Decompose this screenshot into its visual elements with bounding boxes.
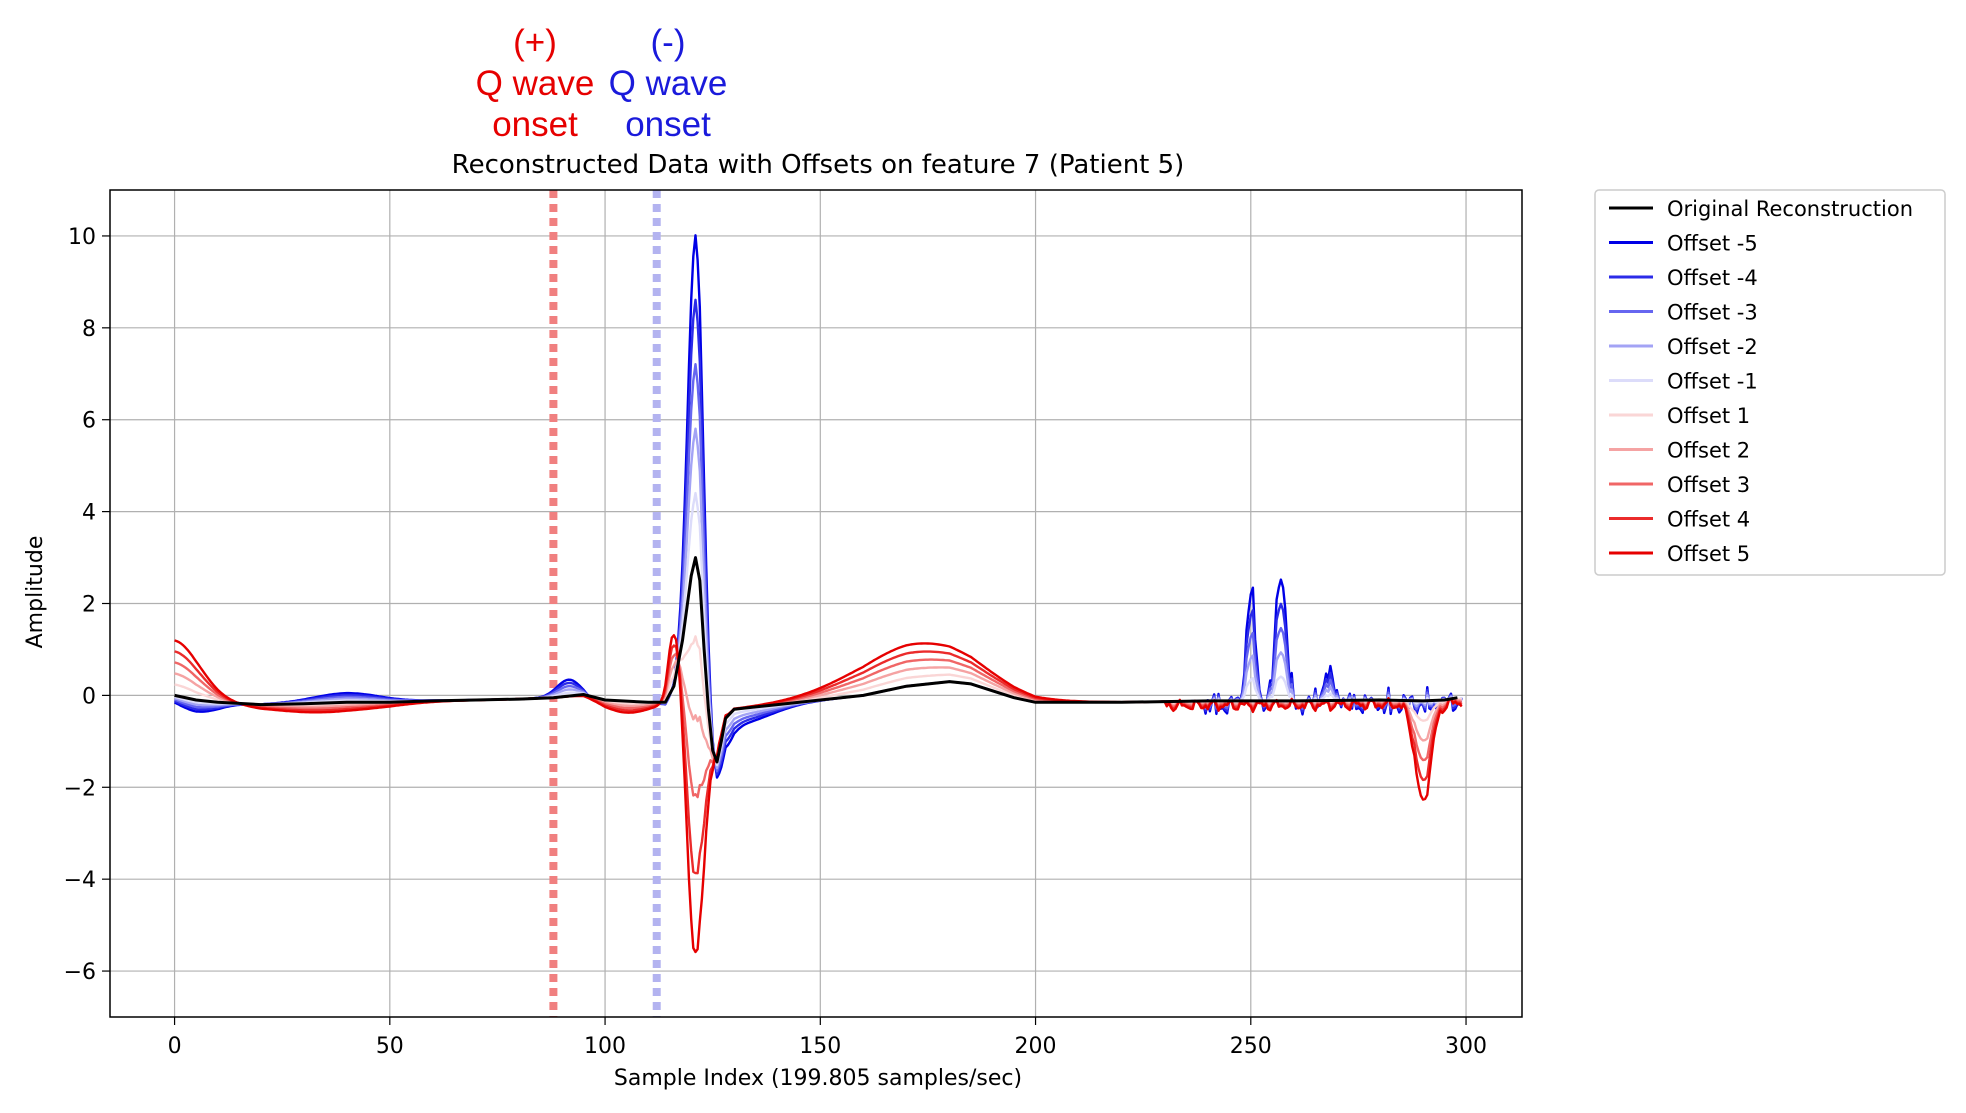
y-tick-label: 4 (82, 501, 96, 526)
legend-label: Offset -3 (1667, 301, 1758, 325)
legend-frame (1594, 189, 1946, 576)
negative-q-onset-annotation: (-) Q wave onset (583, 22, 753, 145)
positive-sign-label: (+) (513, 23, 557, 62)
y-tick-label: −4 (64, 868, 96, 893)
onset-markers (549, 190, 661, 1017)
series-line-offset--1 (174, 491, 1463, 767)
legend-label: Offset -2 (1667, 335, 1758, 359)
legend-label: Offset 2 (1667, 439, 1750, 463)
x-tick-label: 250 (1230, 1034, 1272, 1059)
positive-q-onset-annotation: (+) Q wave onset (450, 22, 620, 145)
x-tick-label: 150 (799, 1034, 841, 1059)
legend-label: Offset 4 (1667, 508, 1750, 532)
axis-ticks: 0 50 100 150 200 250 300 −6 −4 −2 0 2 4 6 8 10 (64, 225, 1487, 1059)
series-line-original-reconstruction (174, 556, 1458, 764)
y-tick-label: 0 (82, 684, 96, 709)
negative-onset-label: onset (625, 105, 711, 144)
series-line-offset--2 (174, 427, 1463, 770)
x-tick-label: 100 (584, 1034, 626, 1059)
positive-onset-label: onset (492, 105, 578, 144)
y-tick-label: −2 (64, 776, 96, 801)
negative-q-wave-label: Q wave (608, 64, 728, 103)
y-tick-label: −6 (64, 960, 96, 985)
series-line-offset-4 (174, 644, 1463, 875)
y-tick-label: 2 (82, 593, 96, 618)
grid (110, 190, 1522, 1017)
x-tick-label: 200 (1015, 1034, 1057, 1059)
series-line-offset-3 (174, 652, 1463, 799)
positive-q-wave-label: Q wave (475, 64, 595, 103)
legend-label: Offset 3 (1667, 473, 1750, 497)
series-group (174, 234, 1463, 954)
negative-sign-label: (-) (650, 23, 686, 62)
y-tick-label: 8 (82, 317, 96, 342)
legend-label: Offset 5 (1667, 542, 1750, 566)
chart-title: Reconstructed Data with Offsets on featu… (452, 150, 1185, 180)
x-tick-label: 50 (376, 1034, 404, 1059)
legend-label: Offset 1 (1667, 404, 1750, 428)
legend-label: Offset -1 (1667, 370, 1758, 394)
x-tick-label: 300 (1445, 1034, 1487, 1059)
x-tick-label: 0 (168, 1034, 182, 1059)
legend: Original Reconstruction Offset -5 Offset -… (1594, 189, 1946, 576)
x-axis-label: Sample Index (199.805 samples/sec) (614, 1066, 1022, 1091)
y-tick-label: 10 (68, 225, 96, 250)
y-tick-label: 6 (82, 409, 96, 434)
y-axis-label: Amplitude (23, 536, 48, 649)
legend-label: Original Reconstruction (1667, 197, 1913, 221)
legend-label: Offset -5 (1667, 232, 1758, 256)
legend-label: Offset -4 (1667, 266, 1758, 290)
series-line-offset-5 (174, 634, 1463, 954)
